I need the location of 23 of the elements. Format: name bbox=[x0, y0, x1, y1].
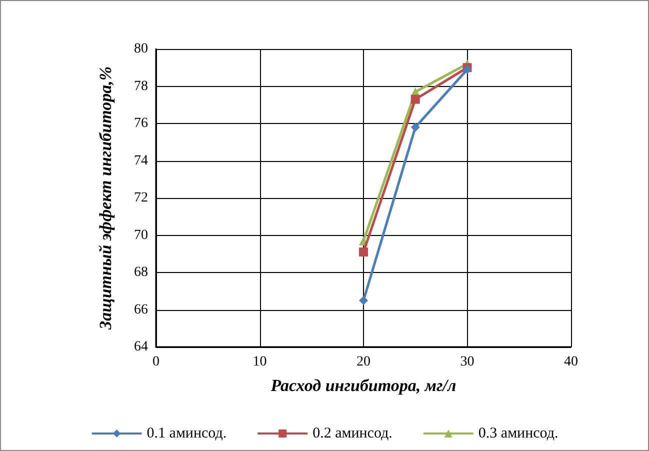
x-tick-label: 10 bbox=[252, 354, 267, 370]
y-tick-label: 80 bbox=[134, 42, 148, 56]
y-tick-label: 74 bbox=[134, 153, 148, 168]
y-tick-label: 66 bbox=[134, 302, 148, 318]
x-tick-label: 0 bbox=[152, 354, 160, 370]
x-axis-title: Расход ингибитора, мг/л bbox=[270, 376, 457, 395]
point bbox=[410, 122, 420, 132]
y-tick-label: 78 bbox=[134, 78, 148, 94]
x-tick-label: 40 bbox=[564, 354, 578, 370]
point bbox=[410, 94, 420, 104]
point bbox=[359, 248, 368, 257]
point bbox=[359, 296, 368, 305]
x-tick-label: 20 bbox=[356, 354, 370, 370]
y-tick-label: 64 bbox=[134, 340, 148, 354]
y-tick-label: 76 bbox=[134, 116, 148, 131]
legend-label: 0.3 аминсод. bbox=[478, 426, 558, 442]
y-tick-label: 68 bbox=[134, 265, 148, 280]
y-tick-label: 72 bbox=[134, 190, 148, 206]
y-tick-label: 70 bbox=[134, 228, 148, 243]
legend-label: 0.2 аминсод. bbox=[312, 426, 392, 442]
y-axis-title: Защитный эффект ингибитора,% bbox=[96, 66, 115, 330]
x-tick-label: 30 bbox=[460, 354, 474, 370]
legend-label: 0.1 аминсод. bbox=[146, 426, 227, 442]
